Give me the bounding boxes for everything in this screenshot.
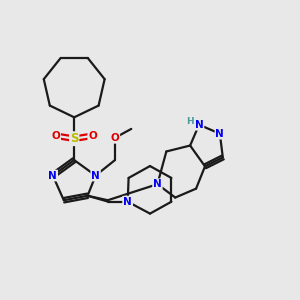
Text: N: N (153, 179, 162, 189)
Text: N: N (215, 129, 224, 139)
Text: O: O (51, 131, 60, 141)
Text: N: N (123, 197, 132, 207)
Text: H: H (186, 117, 193, 126)
Text: O: O (88, 131, 97, 141)
Text: S: S (70, 132, 79, 145)
Text: O: O (111, 133, 119, 143)
Text: N: N (195, 120, 203, 130)
Text: N: N (123, 197, 132, 207)
Text: N: N (91, 171, 100, 181)
Text: N: N (48, 171, 57, 181)
